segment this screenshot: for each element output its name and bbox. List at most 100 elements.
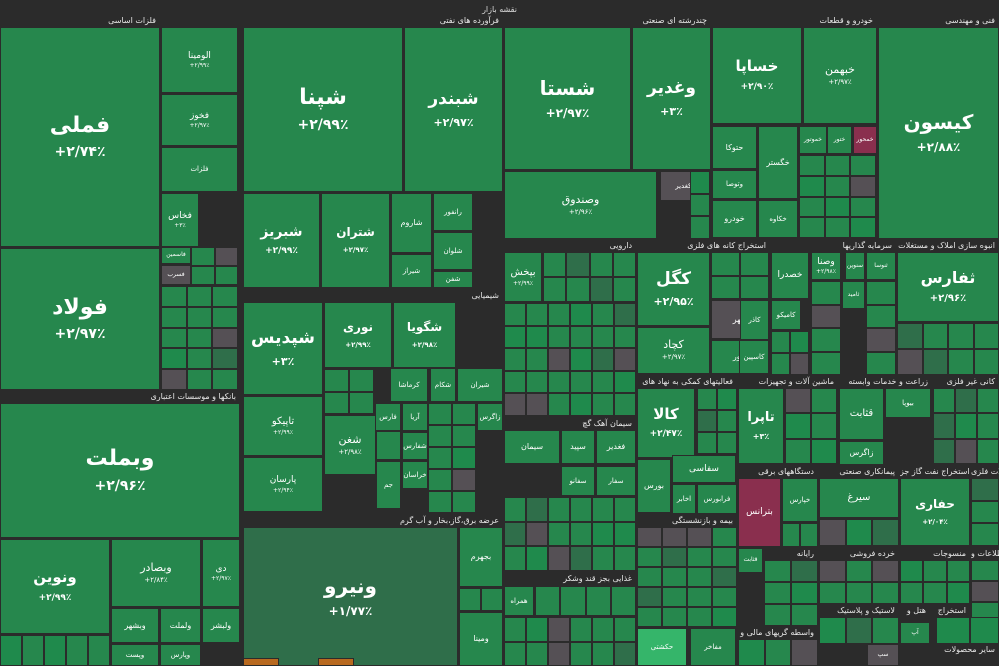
treemap-tile-small[interactable] (637, 567, 662, 587)
treemap-tile-small[interactable] (570, 546, 592, 571)
treemap-tile-small[interactable] (614, 303, 636, 326)
treemap-tile[interactable]: کالا +۲/۴۷٪ (637, 388, 695, 458)
treemap-tile-small[interactable] (526, 497, 548, 522)
treemap-tile-small[interactable] (504, 617, 526, 642)
treemap-tile-small[interactable] (428, 491, 452, 513)
treemap-tile-small[interactable] (948, 323, 974, 349)
treemap-tile-small[interactable] (811, 351, 841, 375)
treemap-tile-small[interactable] (955, 438, 977, 464)
treemap-tile-small[interactable] (504, 348, 526, 371)
treemap-tile-small[interactable] (526, 370, 548, 394)
treemap-tile-small[interactable] (526, 546, 548, 571)
treemap-tile[interactable]: وبشهر (111, 608, 159, 643)
treemap-tile-small[interactable] (764, 560, 791, 582)
treemap-tile-small[interactable] (687, 587, 712, 607)
treemap-tile-small[interactable] (872, 617, 899, 644)
treemap-tile-small[interactable] (548, 641, 570, 666)
treemap-tile-small[interactable] (548, 348, 570, 371)
treemap-tile-small[interactable] (592, 370, 614, 394)
treemap-tile[interactable]: جم (376, 461, 401, 509)
treemap-tile-small[interactable] (570, 617, 592, 642)
treemap-tile[interactable]: پارسان +۲/۹۴٪ (243, 457, 323, 512)
treemap-tile-small[interactable] (872, 560, 899, 582)
treemap-tile[interactable]: شفن (433, 271, 473, 288)
treemap-tile[interactable]: آریا (402, 403, 428, 431)
treemap-tile-small[interactable] (526, 348, 548, 371)
treemap-tile[interactable]: شلوان (433, 232, 473, 270)
treemap-tile-small[interactable] (923, 582, 947, 604)
treemap-tile[interactable]: ولبشر (202, 608, 240, 643)
treemap-tile[interactable]: وصنا +۲/۹۸٪ (811, 252, 841, 280)
treemap-tile-small[interactable] (799, 175, 825, 197)
treemap-tile-small[interactable] (740, 275, 769, 299)
treemap-tile-small[interactable] (697, 410, 717, 432)
treemap-tile-small[interactable] (824, 196, 851, 218)
treemap-tile-small[interactable] (560, 586, 586, 616)
treemap-tile-small[interactable] (570, 641, 592, 666)
treemap-tile[interactable]: سپ (867, 644, 899, 666)
treemap-tile-small[interactable] (161, 348, 187, 370)
treemap-tile[interactable]: سنوین (845, 252, 865, 280)
treemap-tile-small[interactable] (614, 370, 636, 394)
treemap-tile-small[interactable] (717, 410, 737, 432)
treemap-tile-small[interactable] (637, 587, 662, 607)
treemap-tile[interactable]: شستا +۲/۹۷٪ (504, 27, 631, 170)
treemap-tile[interactable]: اخابر (672, 484, 696, 514)
treemap-tile-small[interactable] (428, 403, 452, 425)
treemap-tile-small[interactable] (212, 327, 238, 349)
treemap-tile-small[interactable] (922, 323, 948, 349)
treemap-tile-small[interactable] (161, 327, 187, 349)
treemap-tile[interactable]: سفاسی (672, 455, 736, 483)
treemap-tile[interactable]: رانفور (433, 193, 473, 231)
treemap-tile-small[interactable] (971, 560, 999, 581)
treemap-tile-small[interactable] (791, 604, 818, 626)
treemap-tile-small[interactable] (452, 425, 476, 447)
treemap-tile-small[interactable] (570, 497, 592, 522)
treemap-tile-small[interactable] (971, 581, 999, 602)
treemap-tile[interactable]: فسرب (161, 265, 191, 285)
treemap-tile-small[interactable] (850, 155, 876, 176)
treemap-tile[interactable]: کچاد +۲/۹۷٪ (637, 327, 710, 374)
treemap-tile-small[interactable] (592, 393, 614, 416)
treemap-tile[interactable]: کامیکو (771, 300, 801, 330)
treemap-tile-small[interactable] (897, 349, 923, 375)
treemap-tile-small[interactable] (566, 277, 590, 302)
treemap-tile-small[interactable] (614, 497, 636, 522)
treemap-tile-small[interactable] (717, 388, 737, 410)
treemap-tile-small[interactable] (592, 521, 614, 547)
treemap-tile-small[interactable] (785, 438, 811, 464)
treemap-tile[interactable]: شبریز +۲/۹۹٪ (243, 193, 320, 288)
treemap-tile-small[interactable] (690, 171, 710, 194)
treemap-tile-small[interactable] (850, 217, 876, 238)
treemap-tile-small[interactable] (845, 617, 873, 644)
treemap-tile-small[interactable] (933, 438, 955, 464)
treemap-tile-small[interactable] (791, 560, 818, 582)
treemap-tile-small[interactable] (872, 519, 899, 546)
treemap-tile-small[interactable] (548, 325, 570, 349)
treemap-tile[interactable]: بجهرم (459, 527, 503, 587)
treemap-tile-small[interactable] (614, 546, 636, 571)
treemap-tile[interactable]: بپخش +۲/۹۹٪ (504, 252, 542, 302)
treemap-tile-small[interactable] (614, 521, 636, 547)
treemap-tile-small[interactable] (212, 286, 238, 307)
treemap-tile-small[interactable] (504, 497, 526, 522)
treemap-tile[interactable]: سیرغ (819, 478, 899, 518)
treemap-tile[interactable]: بورس (637, 459, 671, 513)
treemap-tile-small[interactable] (22, 635, 44, 666)
treemap-tile-small[interactable] (543, 277, 567, 302)
treemap-tile-small[interactable] (799, 155, 825, 176)
treemap-tile-small[interactable] (785, 388, 811, 414)
treemap-tile[interactable]: فملی +۲/۷۴٪ (0, 27, 160, 247)
treemap-tile-small[interactable] (977, 413, 999, 439)
treemap-tile-small[interactable] (614, 641, 636, 666)
treemap-tile-small[interactable] (589, 277, 613, 302)
treemap-tile-small[interactable] (811, 328, 841, 352)
treemap-tile-small[interactable] (504, 393, 526, 416)
treemap-tile-small[interactable] (850, 196, 876, 218)
treemap-tile[interactable]: خگستر (758, 126, 798, 199)
treemap-tile-small[interactable] (161, 369, 187, 390)
treemap-tile-small[interactable] (186, 369, 213, 390)
treemap-tile-small[interactable] (161, 286, 187, 307)
treemap-tile-small[interactable] (933, 413, 955, 439)
treemap-tile-small[interactable] (589, 252, 613, 277)
